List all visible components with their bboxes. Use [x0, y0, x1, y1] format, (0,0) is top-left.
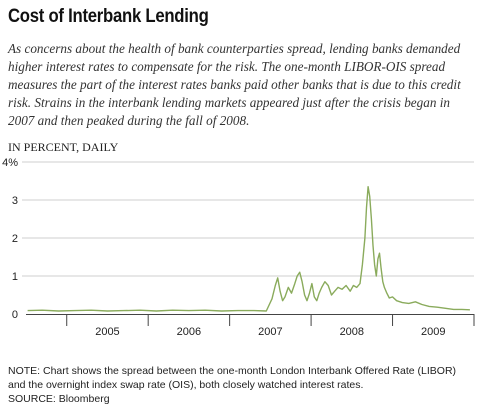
y-tick-label-0: 0 [12, 309, 18, 321]
series-line-0 [27, 186, 470, 312]
chart-title: Cost of Interbank Lending [8, 6, 209, 27]
x-tick-label-2006: 2006 [177, 326, 201, 338]
y-tick-label-4: 4% [2, 157, 18, 169]
y-axis-label: IN PERCENT, DAILY [8, 140, 119, 154]
x-tick-label-2009: 2009 [421, 326, 445, 338]
line-chart: 0 1 2 3 4% 2005 2006 2007 2008 2009 [2, 157, 475, 338]
chart-note: NOTE: Chart shows the spread between the… [8, 365, 459, 391]
chart-source: SOURCE: Bloomberg [8, 393, 110, 405]
x-tick-label-2005: 2005 [95, 326, 119, 338]
y-tick-label-3: 3 [12, 195, 18, 207]
y-tick-label-1: 1 [12, 271, 18, 283]
x-tick-label-2008: 2008 [340, 326, 364, 338]
chart-grid [22, 161, 474, 277]
chart-footer: NOTE: Chart shows the spread between the… [8, 364, 476, 406]
x-tick-label-2007: 2007 [258, 326, 282, 338]
series-lines [27, 186, 470, 312]
chart-description: As concerns about the health of bank cou… [8, 41, 461, 128]
x-axis: 2005 2006 2007 2008 2009 [26, 314, 475, 338]
y-tick-label-2: 2 [12, 233, 18, 245]
y-tick-labels: 0 1 2 3 4% [2, 157, 18, 321]
